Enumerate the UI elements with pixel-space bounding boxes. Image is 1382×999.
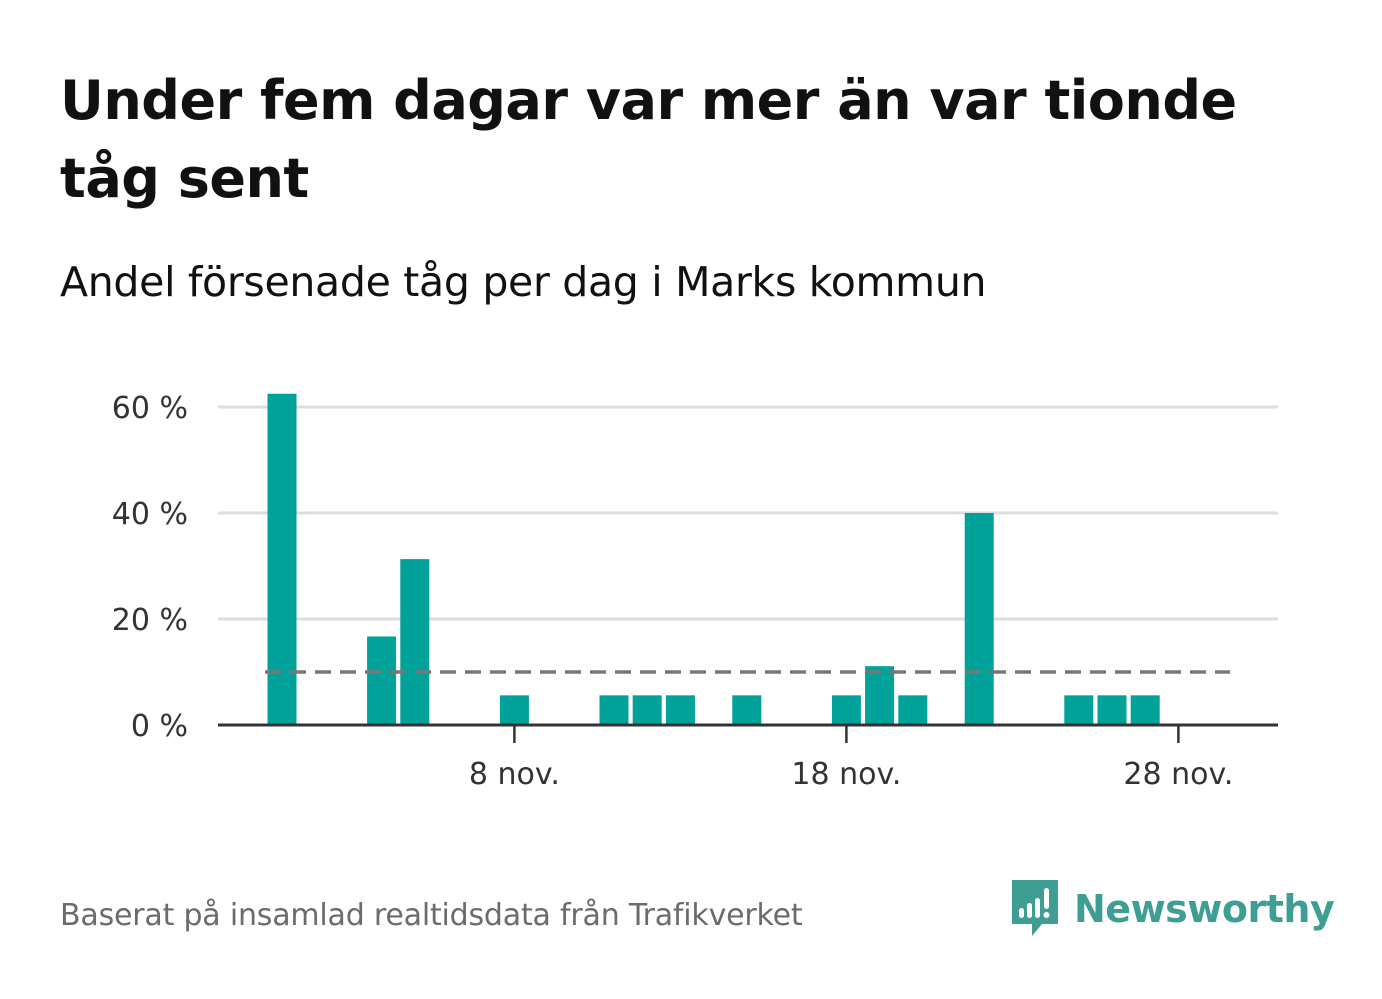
bar xyxy=(632,695,662,725)
bar xyxy=(898,695,928,725)
y-tick-label: 0 % xyxy=(131,709,188,744)
bar xyxy=(1130,695,1160,725)
y-tick-label: 20 % xyxy=(112,603,188,638)
bar xyxy=(865,666,895,725)
bar xyxy=(599,695,629,725)
x-tick-label: 8 nov. xyxy=(469,757,560,792)
x-tick-label: 18 nov. xyxy=(791,757,901,792)
axes: 0 % 20 % 40 % 60 % 8 nov. 18 nov. 28 nov. xyxy=(112,391,1278,792)
bar xyxy=(400,559,430,725)
y-tick-label: 40 % xyxy=(112,497,188,532)
source-note: Baserat på insamlad realtidsdata från Tr… xyxy=(60,898,803,933)
bar xyxy=(1064,695,1094,725)
grid-lines xyxy=(218,405,1278,621)
bar xyxy=(831,695,861,725)
brand-logo: Newsworthy xyxy=(1010,878,1335,940)
y-tick-label: 60 % xyxy=(112,391,188,426)
chart-title: Under fem dagar var mer än var tionde tå… xyxy=(60,69,1237,210)
bar xyxy=(267,393,297,725)
bars xyxy=(267,393,1160,725)
bar xyxy=(499,695,529,725)
brand-name: Newsworthy xyxy=(1074,887,1335,931)
newsworthy-logo-icon xyxy=(1012,880,1058,936)
bar xyxy=(1097,695,1127,725)
chart-subtitle: Andel försenade tåg per dag i Marks komm… xyxy=(60,258,987,306)
bar xyxy=(964,513,994,725)
bar xyxy=(367,636,397,725)
bar xyxy=(732,695,762,725)
bar xyxy=(665,695,695,725)
x-tick-label: 28 nov. xyxy=(1123,757,1233,792)
